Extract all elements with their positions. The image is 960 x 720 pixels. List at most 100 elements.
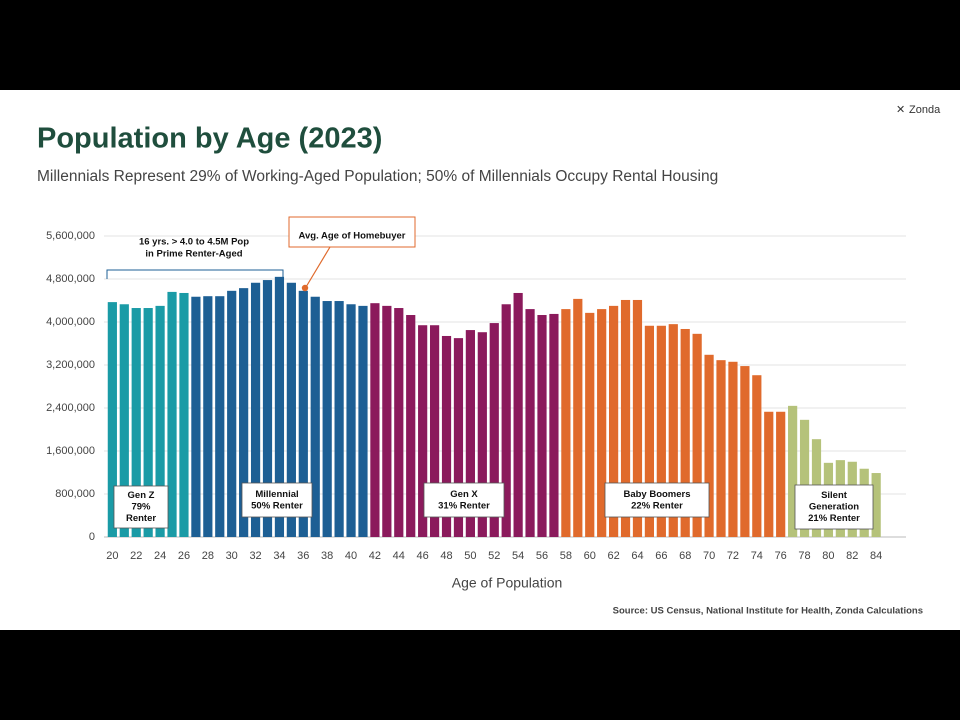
logo-mark: ✕ — [896, 104, 905, 116]
annotation-text: 22% Renter — [631, 500, 683, 511]
bar — [262, 280, 273, 537]
bar — [644, 325, 655, 537]
bar — [107, 302, 117, 537]
x-tick-label: 44 — [393, 550, 405, 562]
bar — [525, 309, 535, 537]
bar — [489, 323, 499, 537]
x-tick-label: 20 — [106, 550, 118, 562]
bar — [167, 291, 177, 537]
logo: Zonda — [909, 104, 941, 116]
annotation-text: 21% Renter — [808, 513, 860, 524]
bar — [298, 290, 308, 537]
bar — [692, 333, 702, 537]
bar — [656, 325, 666, 537]
bar — [871, 473, 881, 537]
bar — [203, 296, 213, 537]
annotation-text: Baby Boomers — [623, 489, 690, 500]
bar — [740, 366, 750, 537]
bar — [191, 296, 201, 537]
annotation-box — [604, 482, 710, 518]
x-tick-label: 82 — [846, 550, 858, 562]
bar — [620, 299, 631, 537]
bar — [632, 299, 643, 537]
x-tick-label: 36 — [297, 550, 309, 562]
bar — [704, 354, 714, 537]
bar — [394, 308, 404, 537]
bar — [286, 282, 296, 537]
bar — [764, 411, 774, 537]
bar — [119, 304, 129, 537]
bar — [143, 308, 153, 537]
bar — [250, 282, 261, 537]
x-tick-label: 76 — [775, 550, 787, 562]
x-tick-label: 28 — [202, 550, 214, 562]
annotation-text: 50% Renter — [251, 500, 303, 511]
annotation-text: in Prime Renter-Aged — [145, 249, 242, 260]
bar — [239, 288, 249, 537]
annotation-text: Avg. Age of Homebuyer — [299, 231, 406, 242]
x-tick-label: 56 — [536, 550, 548, 562]
bar — [728, 361, 738, 537]
x-tick-label: 24 — [154, 550, 166, 562]
x-tick-label: 78 — [798, 550, 810, 562]
bar — [752, 375, 762, 537]
bar — [382, 305, 392, 537]
x-tick-label: 34 — [273, 550, 285, 562]
annotation-text: Generation — [809, 502, 859, 513]
annotation-text: Gen Z — [128, 490, 155, 501]
annotation-text: Gen X — [450, 489, 478, 500]
bar — [418, 325, 428, 537]
callout-dot — [301, 284, 309, 292]
x-tick-label: 26 — [178, 550, 190, 562]
x-tick-label: 64 — [631, 550, 643, 562]
bar — [597, 309, 607, 537]
bar — [227, 290, 237, 537]
bar — [406, 315, 416, 537]
bar — [788, 405, 798, 537]
x-tick-label: 40 — [345, 550, 357, 562]
x-tick-label: 72 — [727, 550, 739, 562]
y-tick-label: 4,800,000 — [46, 273, 95, 285]
x-tick-label: 38 — [321, 550, 333, 562]
bracket — [106, 269, 284, 279]
bar — [441, 335, 452, 537]
y-tick-label: 2,400,000 — [46, 402, 95, 414]
bar — [549, 313, 559, 537]
y-tick-label: 5,600,000 — [46, 230, 95, 242]
bar — [322, 301, 332, 537]
bar — [453, 338, 464, 537]
x-tick-label: 52 — [488, 550, 500, 562]
bar — [429, 325, 440, 537]
subtitle: Millennials Represent 29% of Working-Age… — [37, 168, 718, 185]
bar — [334, 301, 344, 537]
y-tick-label: 0 — [89, 531, 95, 543]
annotation-box — [113, 485, 169, 529]
annotation-text: 16 yrs. > 4.0 to 4.5M Pop — [139, 237, 249, 248]
bar — [465, 330, 475, 537]
bar — [179, 292, 189, 537]
annotation-box — [794, 484, 874, 530]
annotation-text: Silent — [821, 490, 848, 501]
bar — [513, 292, 523, 537]
bar — [310, 296, 320, 537]
y-tick-label: 800,000 — [55, 488, 95, 500]
bar — [274, 276, 285, 537]
callout-box — [288, 216, 416, 248]
bar — [561, 309, 571, 537]
bar — [776, 411, 786, 537]
bar — [155, 305, 165, 537]
y-tick-label: 1,600,000 — [46, 445, 95, 457]
x-tick-label: 42 — [369, 550, 381, 562]
bar — [716, 360, 726, 537]
bar — [131, 308, 141, 537]
x-tick-label: 58 — [560, 550, 572, 562]
y-tick-label: 3,200,000 — [46, 359, 95, 371]
bar — [358, 305, 368, 537]
annotation-text: Millennial — [255, 489, 298, 500]
x-tick-label: 66 — [655, 550, 667, 562]
x-tick-label: 74 — [751, 550, 763, 562]
bar — [668, 324, 678, 537]
bar — [346, 304, 356, 537]
x-tick-label: 22 — [130, 550, 142, 562]
